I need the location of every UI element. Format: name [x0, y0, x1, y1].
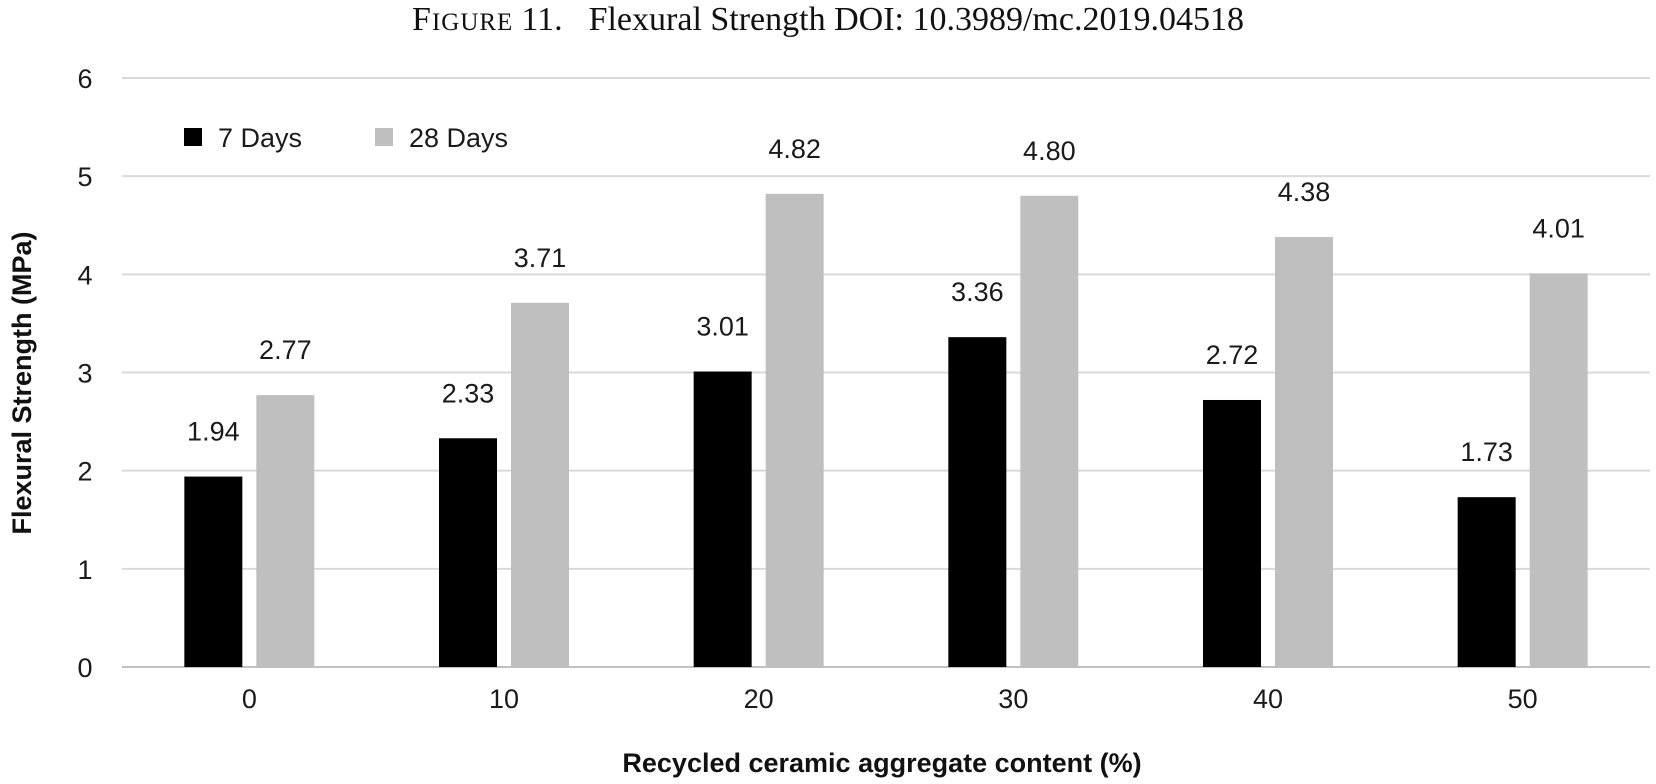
bar: [948, 337, 1007, 667]
data-label: 3.71: [514, 243, 567, 273]
data-label: 4.38: [1278, 177, 1331, 207]
figure-label-rest: IGURE: [432, 9, 513, 36]
x-tick-label: 30: [998, 684, 1028, 714]
y-tick-label: 2: [77, 457, 92, 487]
data-label: 1.94: [187, 417, 240, 447]
legend-label: 28 Days: [409, 123, 508, 153]
gridlines: [122, 77, 1650, 668]
bar: [1529, 273, 1588, 667]
x-tick-label: 40: [1253, 684, 1283, 714]
data-label: 2.72: [1206, 340, 1259, 370]
y-tick-label: 5: [77, 162, 92, 192]
data-label: 2.77: [259, 335, 312, 365]
figure-number: 11.: [521, 1, 562, 38]
bar: [693, 371, 752, 667]
legend-swatch: [184, 128, 202, 146]
bar: [439, 438, 497, 667]
x-tick-label: 10: [489, 684, 519, 714]
bar: [1203, 399, 1261, 667]
x-axis-title: Recycled ceramic aggregate content (%): [622, 748, 1141, 778]
bar: [1275, 237, 1333, 667]
data-label: 3.36: [951, 277, 1004, 307]
bar: [184, 476, 243, 667]
data-labels: 1.94 2.77 2.33 3.71 3.01 4.82 3.36 4.80 2.72 4.38…: [187, 134, 1585, 467]
figure-title: FIGURE 11. Flexural Strength DOI: 10.3989/…: [412, 1, 1244, 38]
legend: 7 Days 28 Days: [184, 123, 508, 153]
y-tick-label: 3: [77, 359, 92, 389]
bar: [765, 193, 824, 667]
bar: [511, 302, 569, 667]
chart-title: Flexural Strength DOI: 10.3989/mc.2019.0…: [589, 1, 1244, 38]
x-axis-ticks: 0 10 20 30 40 50: [242, 684, 1538, 714]
data-label: 4.80: [1023, 136, 1076, 166]
x-tick-label: 50: [1508, 684, 1538, 714]
legend-label: 7 Days: [218, 123, 302, 153]
data-label: 4.82: [768, 134, 821, 164]
y-axis-title: Flexural Strength (MPa): [7, 231, 37, 534]
bar: [1457, 497, 1516, 667]
legend-swatch: [375, 128, 393, 146]
data-label: 4.01: [1532, 213, 1585, 243]
bar: [1020, 195, 1079, 668]
y-axis-ticks: 0 1 2 3 4 5 6: [77, 64, 92, 683]
bar: [256, 395, 315, 667]
y-tick-label: 4: [77, 260, 92, 290]
y-tick-label: 6: [77, 64, 92, 94]
figure-label-lead: F: [412, 1, 432, 38]
data-label: 3.01: [696, 312, 749, 342]
bars: [184, 193, 1588, 668]
data-label: 1.73: [1460, 437, 1513, 467]
x-tick-label: 20: [744, 684, 774, 714]
x-tick-label: 0: [242, 684, 257, 714]
y-tick-label: 1: [77, 555, 92, 585]
data-label: 2.33: [442, 378, 495, 408]
y-tick-label: 0: [77, 653, 92, 683]
